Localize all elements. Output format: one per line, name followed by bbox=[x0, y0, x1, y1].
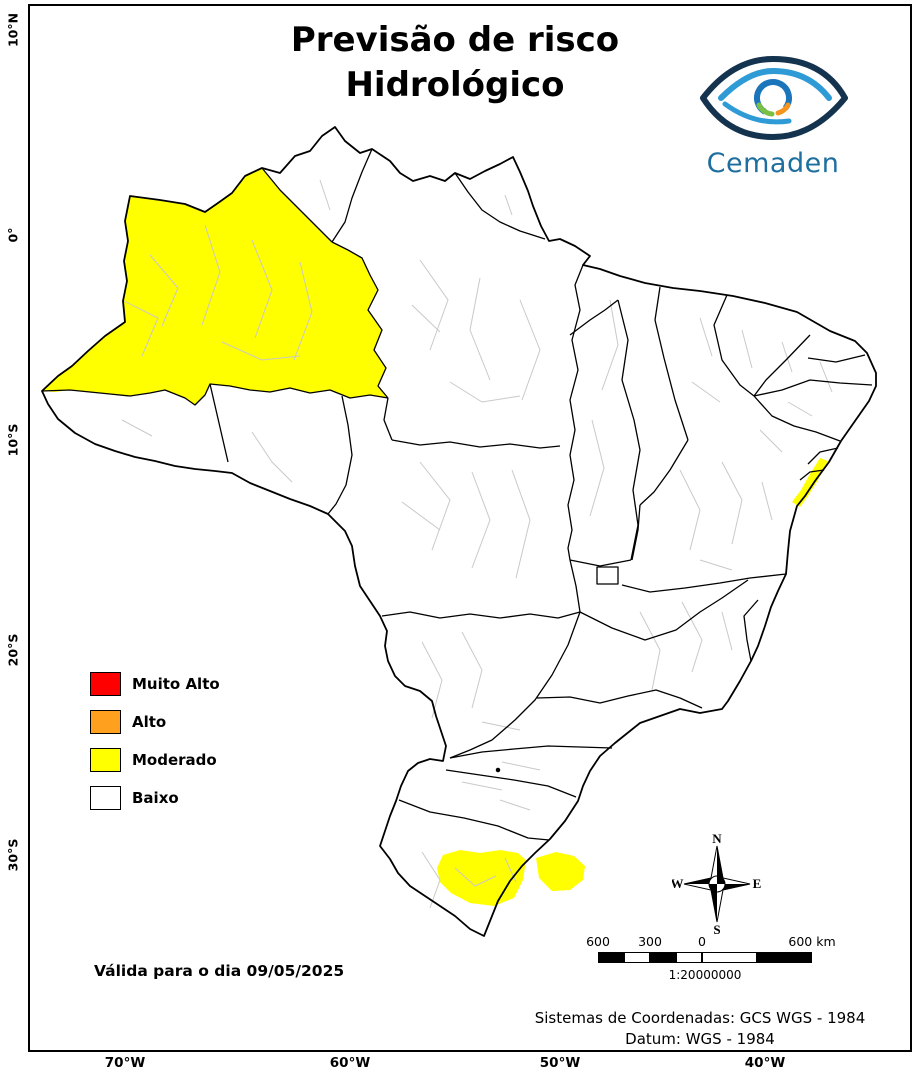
projection-note-line1: Sistemas de Coordenadas: GCS WGS - 1984 bbox=[534, 1009, 866, 1027]
legend-item-muito-alto: Muito Alto bbox=[90, 672, 220, 696]
scale-bar-segments bbox=[598, 952, 812, 963]
legend-label-muito-alto: Muito Alto bbox=[132, 675, 220, 693]
risk-legend: Muito Alto Alto Moderado Baixo bbox=[90, 672, 220, 824]
scale-label-600-left: 600 bbox=[586, 934, 610, 949]
country-outline-stroke bbox=[41, 126, 877, 937]
scale-ratio: 1:20000000 bbox=[668, 968, 742, 982]
cemaden-wordmark: Cemaden bbox=[706, 148, 840, 179]
lat-label-10s: 10°S bbox=[5, 423, 21, 457]
lat-label-20s: 20°S bbox=[5, 633, 21, 667]
legend-swatch-moderado bbox=[90, 748, 121, 772]
north-arrow-icon: N S E W bbox=[672, 832, 762, 936]
legend-swatch-baixo bbox=[90, 786, 121, 810]
map-title-line2: Hidrológico bbox=[345, 64, 565, 105]
cemaden-eye-icon bbox=[700, 56, 848, 140]
compass-n-label: N bbox=[712, 832, 722, 846]
legend-label-baixo: Baixo bbox=[132, 789, 179, 807]
region-rs-east-moderado bbox=[536, 852, 585, 891]
legend-item-alto: Alto bbox=[90, 710, 220, 734]
legend-item-moderado: Moderado bbox=[90, 748, 220, 772]
map-title-line1: Previsão de risco bbox=[290, 20, 620, 60]
distrito-federal-outline bbox=[596, 566, 619, 585]
state-borders bbox=[41, 148, 873, 841]
lon-label-40w: 40°W bbox=[744, 1055, 786, 1071]
lon-label-70w: 70°W bbox=[104, 1055, 146, 1071]
lat-label-30s: 30°S bbox=[5, 838, 21, 872]
map-frame bbox=[28, 4, 912, 1052]
projection-note-line2: Datum: WGS - 1984 bbox=[625, 1030, 775, 1048]
map-dot bbox=[495, 767, 501, 773]
projection-note: Sistemas de Coordenadas: GCS WGS - 1984 … bbox=[490, 1008, 910, 1050]
lat-label-0: 0° bbox=[5, 227, 21, 243]
compass-s-label: S bbox=[713, 922, 720, 936]
legend-item-baixo: Baixo bbox=[90, 786, 220, 810]
cemaden-logo: Cemaden bbox=[675, 52, 871, 179]
lon-label-60w: 60°W bbox=[329, 1055, 371, 1071]
scale-label-300: 300 bbox=[638, 934, 662, 949]
lat-label-10n: 10°N bbox=[5, 12, 21, 48]
municipal-borders bbox=[121, 179, 833, 909]
legend-label-alto: Alto bbox=[132, 713, 167, 731]
map-title: Previsão de risco Hidrológico bbox=[205, 18, 705, 108]
legend-swatch-muito-alto bbox=[90, 672, 121, 696]
lon-label-50w: 50°W bbox=[539, 1055, 581, 1071]
legend-swatch-alto bbox=[90, 710, 121, 734]
compass-w-label: W bbox=[672, 876, 684, 891]
scale-label-600-km: 600 km bbox=[788, 934, 836, 949]
validity-note: Válida para o dia 09/05/2025 bbox=[94, 962, 345, 980]
scale-label-0: 0 bbox=[698, 934, 706, 949]
legend-label-moderado: Moderado bbox=[132, 751, 217, 769]
compass-e-label: E bbox=[753, 876, 762, 891]
